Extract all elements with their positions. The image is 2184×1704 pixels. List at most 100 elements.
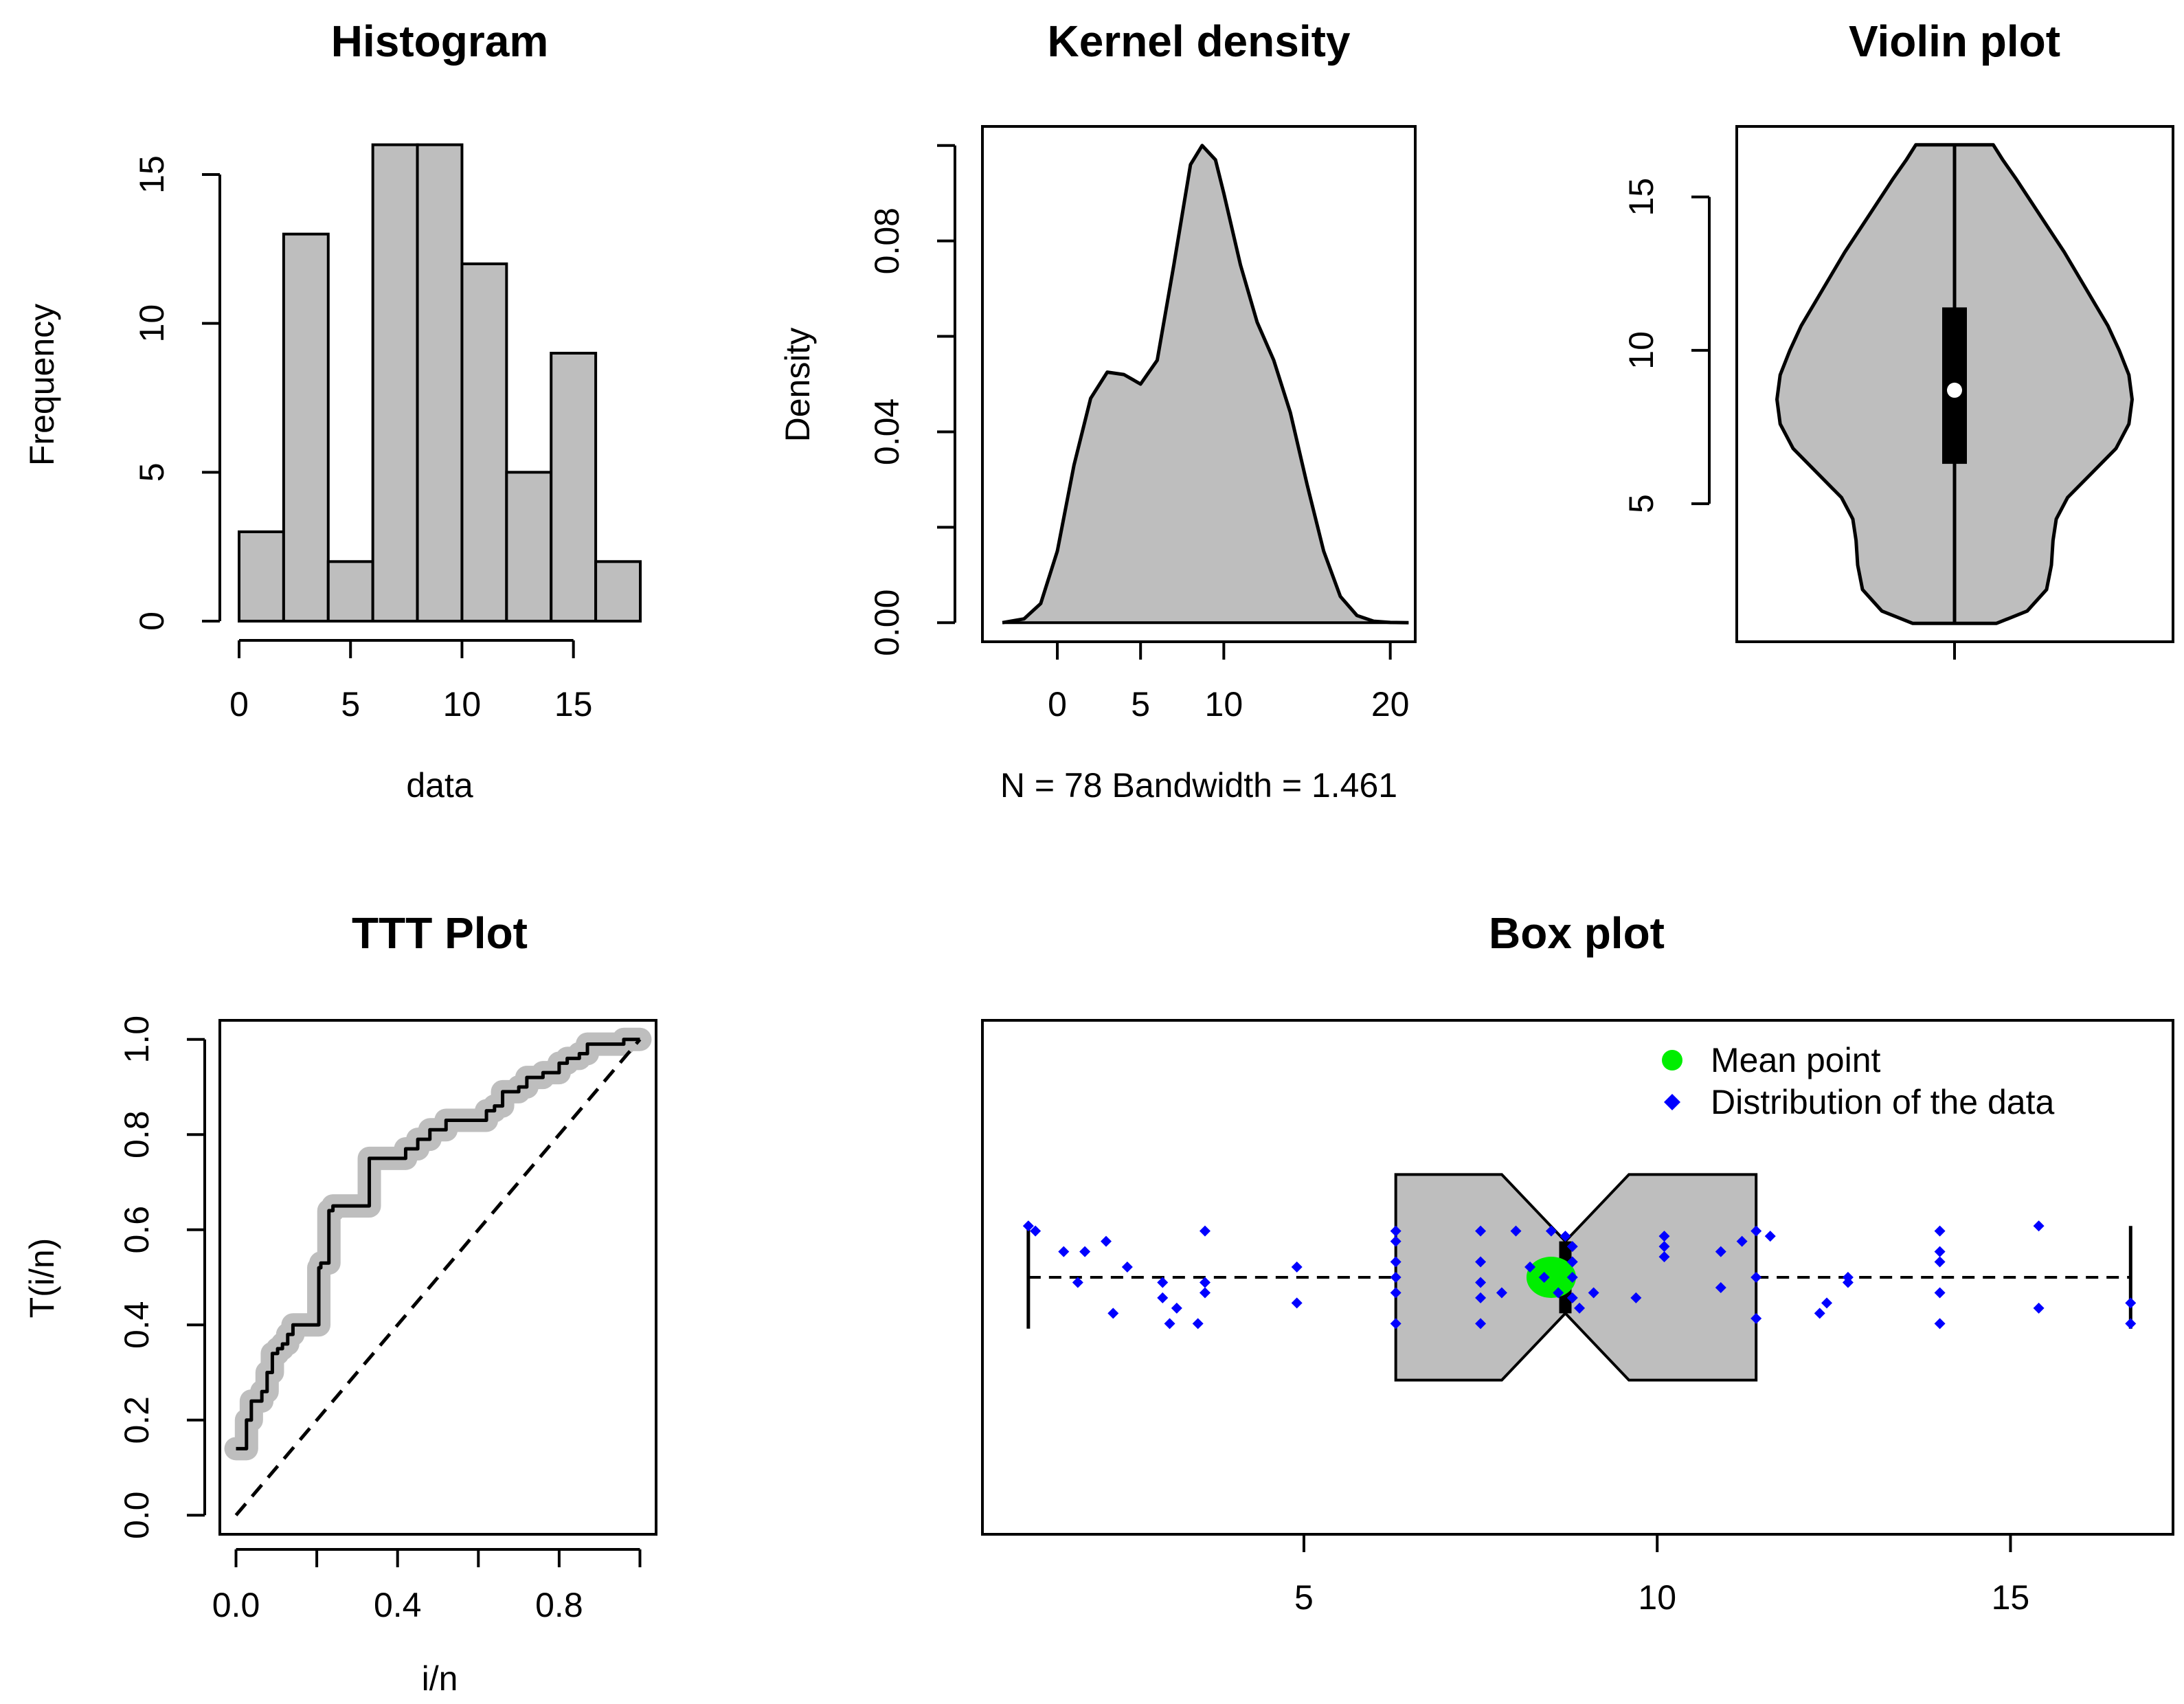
boxplot-data-point — [1553, 1287, 1564, 1299]
boxplot-data-point — [1566, 1292, 1578, 1303]
boxplot-data-point — [1934, 1287, 1946, 1299]
boxplot-data-point — [1764, 1231, 1776, 1242]
boxplot-data-point — [1510, 1225, 1522, 1237]
ttt-y-tick-label: 0.8 — [117, 1110, 156, 1158]
boxplot-data-point — [1390, 1225, 1401, 1237]
legend-distribution-label: Distribution of the data — [1711, 1083, 2054, 1121]
boxplot-data-point — [1390, 1256, 1401, 1268]
boxplot-data-point — [1545, 1225, 1557, 1237]
boxplot-data-point — [1164, 1318, 1175, 1330]
histogram-bar — [416, 143, 464, 623]
violin-y-tick-label: 10 — [1622, 331, 1660, 370]
boxplot-data-point — [1496, 1287, 1507, 1299]
violin-y-tick-label: 15 — [1622, 178, 1660, 216]
boxplot-data-point — [1934, 1225, 1946, 1237]
boxplot-data-point — [1658, 1251, 1670, 1263]
boxplot-data-point — [1157, 1292, 1169, 1303]
density-x-tick-label: 5 — [1131, 685, 1150, 724]
boxplot-data-point — [2033, 1302, 2045, 1314]
boxplot-data-point — [1030, 1225, 1042, 1237]
density-title: Kernel density — [1047, 16, 1350, 66]
boxplot-data-point — [1566, 1241, 1578, 1253]
boxplot-x-tick-label: 15 — [1992, 1578, 2030, 1617]
boxplot-data-point — [1072, 1277, 1083, 1288]
histogram-title: Histogram — [331, 16, 549, 66]
density-panel: 0 5 10 20 0.00 0.04 0.08 — [868, 125, 1417, 724]
boxplot-data-point — [1022, 1220, 1034, 1232]
boxplot-data-point — [1475, 1225, 1487, 1237]
ttt-y-tick-label: 0.0 — [117, 1492, 156, 1540]
histogram-panel: 0 5 10 15 0 5 10 15 — [133, 143, 642, 724]
boxplot-data-point — [1821, 1297, 1833, 1309]
histogram-y-tick-label: 15 — [133, 155, 171, 194]
histogram-bar — [460, 262, 508, 623]
density-x-tick-label: 20 — [1371, 685, 1410, 724]
boxplot-mean-point — [1526, 1257, 1576, 1298]
boxplot-data-point — [1475, 1277, 1487, 1288]
density-y-tick-label: 0.00 — [868, 590, 906, 656]
histogram-y-tick-label: 0 — [133, 612, 171, 631]
ttt-ylabel: T(i/n) — [23, 1238, 61, 1319]
histogram-x-tick-label: 15 — [554, 685, 593, 724]
histogram-y-tick-label: 10 — [133, 304, 171, 343]
boxplot-data-point — [1538, 1272, 1550, 1283]
boxplot-data-point — [1199, 1287, 1211, 1299]
histogram-xlabel: data — [406, 766, 473, 805]
ttt-y-tick-label: 0.6 — [117, 1206, 156, 1254]
legend-mean-label: Mean point — [1711, 1041, 1880, 1079]
violin-y-tick-label: 5 — [1622, 494, 1660, 513]
boxplot-data-point — [1934, 1246, 1946, 1257]
boxplot-data-point — [1475, 1318, 1487, 1330]
ttt-y-tick-label: 0.4 — [117, 1301, 156, 1349]
violin-panel: 5 10 15 — [1622, 125, 2174, 660]
boxplot-data-point — [1750, 1272, 1762, 1283]
boxplot-x-tick-label: 10 — [1638, 1578, 1676, 1617]
boxplot-data-point — [1934, 1256, 1946, 1268]
boxplot-data-point — [2125, 1297, 2137, 1309]
histogram-x-tick-label: 10 — [443, 685, 482, 724]
violin-title: Violin plot — [1849, 16, 2060, 66]
legend-distribution-marker — [1664, 1094, 1680, 1110]
boxplot-data-point — [1588, 1287, 1599, 1299]
boxplot-data-point — [1475, 1292, 1487, 1303]
density-x-tick-label: 10 — [1205, 685, 1243, 724]
histogram-ylabel: Frequency — [23, 304, 61, 466]
histogram-bar — [326, 560, 374, 623]
ttt-x-tick-label: 0.0 — [212, 1586, 260, 1624]
boxplot-data-point — [1390, 1272, 1401, 1283]
boxplot-data-point — [1475, 1256, 1487, 1268]
histogram-bar — [282, 232, 330, 623]
boxplot-data-point — [1736, 1235, 1748, 1247]
boxplot-data-point — [1574, 1302, 1586, 1314]
boxplot-panel: 5 10 15 Mean point Distribution of the dat… — [981, 1019, 2174, 1617]
boxplot-data-point — [1566, 1256, 1578, 1268]
boxplot-data-point — [1058, 1246, 1070, 1257]
boxplot-data-point — [1934, 1318, 1946, 1330]
density-ylabel: Density — [778, 328, 817, 442]
histogram-bar — [238, 530, 285, 623]
density-curve — [1002, 144, 1409, 625]
legend-mean-marker — [1662, 1050, 1682, 1070]
boxplot-data-point — [1121, 1262, 1133, 1273]
boxplot-data-point — [1199, 1277, 1211, 1288]
boxplot-data-point — [1750, 1225, 1762, 1237]
boxplot-data-point — [1192, 1318, 1204, 1330]
boxplot-data-point — [1814, 1308, 1825, 1319]
boxplot-data-point — [1715, 1246, 1726, 1257]
ttt-reference-line — [234, 1038, 642, 1516]
density-y-tick-label: 0.08 — [868, 208, 906, 274]
boxplot-data-point — [1658, 1241, 1670, 1253]
boxplot-data-point — [1100, 1235, 1112, 1247]
boxplot-data-point — [1390, 1318, 1401, 1330]
boxplot-x-tick-label: 5 — [1294, 1578, 1314, 1617]
boxplot-data-point — [1842, 1272, 1854, 1283]
boxplot-data-point — [1107, 1308, 1119, 1319]
boxplot-data-point — [1566, 1272, 1578, 1283]
histogram-bar — [505, 471, 553, 623]
boxplot-data-point — [1658, 1231, 1670, 1242]
boxplot-data-point — [1524, 1262, 1536, 1273]
histogram-bar — [371, 143, 419, 623]
boxplot-data-point — [1560, 1231, 1571, 1242]
density-x-tick-label: 0 — [1048, 685, 1067, 724]
ttt-title: TTT Plot — [352, 908, 528, 958]
